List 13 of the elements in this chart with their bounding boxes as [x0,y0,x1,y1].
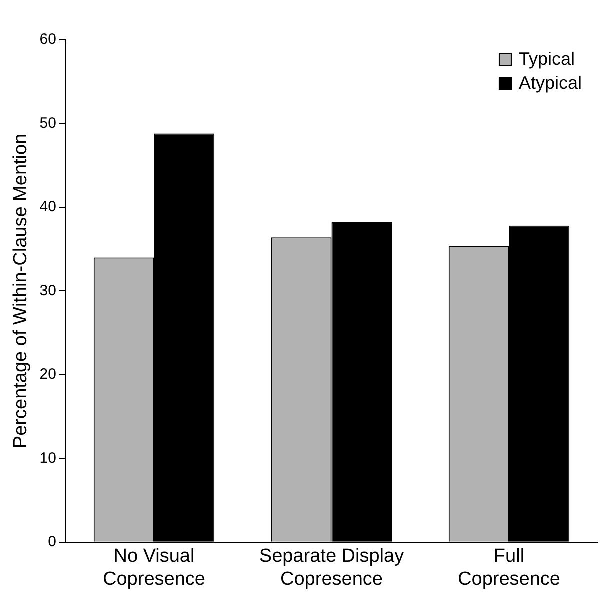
y-tick-label: 60 [40,31,56,48]
x-tick-label: No Visual Copresence [103,546,206,590]
legend-label: Atypical [518,72,582,93]
y-tick-label: 50 [40,114,56,132]
y-tick-label: 30 [40,282,56,300]
x-tick-label: Separate Display Copresence [259,546,405,590]
y-axis-title: Percentage of Within-Clause Mention [10,134,32,449]
y-tick-label: 10 [40,450,56,467]
y-tick-label: 0 [48,534,56,551]
y-tick-label: 40 [40,198,56,216]
x-tick-label: Full Copresence [458,546,560,590]
legend-label: Typical [518,48,576,69]
y-tick-label: 20 [40,366,56,384]
